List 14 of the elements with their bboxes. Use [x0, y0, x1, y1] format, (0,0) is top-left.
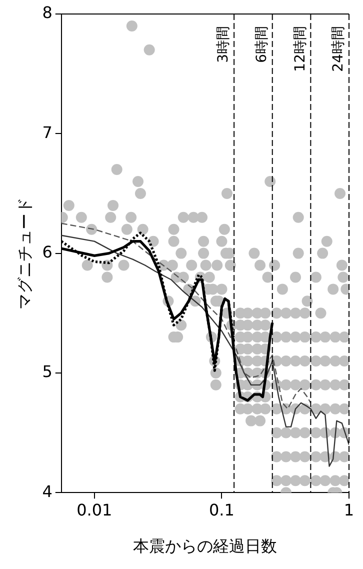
y-tick-label: 7: [42, 122, 52, 142]
ref-line-label: 3時間: [216, 26, 232, 63]
x-axis-title: 本震からの経過日数: [133, 536, 278, 556]
y-tick-label: 6: [42, 242, 52, 262]
y-axis-title: マグニチュード: [14, 197, 34, 310]
y-tick-label: 4: [42, 482, 52, 501]
x-tick-label: 0.1: [208, 500, 234, 520]
x-tick-label: 0.01: [76, 500, 112, 520]
ref-line-label: 6時間: [254, 26, 270, 63]
y-tick-label: 5: [42, 362, 52, 382]
ref-line-label: 12時間: [292, 26, 308, 72]
ref-line-label: 24時間: [330, 26, 347, 72]
y-tick-label: 8: [42, 3, 52, 22]
x-tick-label: 1: [344, 500, 354, 520]
